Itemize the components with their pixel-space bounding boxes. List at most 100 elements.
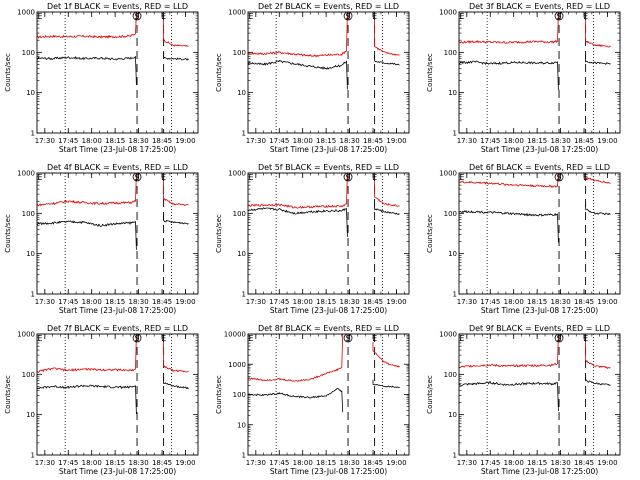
y-tick-label: 1 [453,452,457,460]
y-tick-label: 10 [26,89,35,97]
annotation-label: S [134,173,139,182]
x-tick-label: 17:45 [58,459,78,467]
y-tick-label: 10 [448,250,457,258]
x-tick-label: 18:15 [527,459,547,467]
y-tick-label: 10 [237,421,246,429]
x-tick-label: 18:00 [504,298,524,306]
annotation-label: E [372,173,377,182]
detector-panel-8: Det 8f BLACK = Events, RED = LLD Counts/s… [215,324,410,476]
annotation-label: S [556,173,561,182]
plot-frame [36,333,199,456]
panel-title: Det 7f BLACK = Events, RED = LLD [47,324,188,333]
events-series-line [458,209,559,243]
annotation-label: S [345,173,350,182]
x-tick-label: 18:30 [340,459,360,467]
y-axis-title: Counts/sec [215,214,223,253]
x-tick-label: 18:30 [340,137,360,145]
annotation-label: S [556,334,561,343]
annotation-label: S [134,12,139,21]
y-tick-label: 1000 [228,361,246,369]
x-tick-label: 18:00 [293,298,313,306]
x-tick-label: 18:45 [363,137,383,145]
y-tick-label: 1000 [439,331,457,339]
x-axis-title: Start Time (23-Jul-08 17:25:00) [481,306,598,315]
annotation-label: E [37,173,42,182]
events-series-line-after [372,379,400,389]
annotation-label: E [161,173,166,182]
y-axis-title: Counts/sec [4,214,12,253]
x-axis-title: Start Time (23-Jul-08 17:25:00) [59,306,176,315]
x-tick-label: 18:00 [504,459,524,467]
x-tick-label: 18:00 [293,459,313,467]
y-axis-title: Counts/sec [426,53,434,92]
x-tick-label: 19:00 [175,298,195,306]
x-tick-label: 18:30 [340,298,360,306]
detector-panel-1: Det 1f BLACK = Events, RED = LLD Counts/s… [4,2,199,154]
lld-series-line-after [374,181,400,207]
events-series-line-after [374,202,400,216]
y-axis-title: Counts/sec [426,375,434,414]
annotation-label: E [161,334,166,343]
annotation-label: E [37,334,42,343]
x-tick-label: 18:30 [551,298,571,306]
detector-panel-3: Det 3f BLACK = Events, RED = LLD Counts/s… [426,2,621,154]
x-tick-label: 18:45 [574,298,594,306]
x-tick-label: 17:30 [457,137,477,145]
x-tick-label: 17:45 [480,459,500,467]
events-series-line [36,384,137,415]
y-tick-label: 100 [233,391,246,399]
y-axis-title: Counts/sec [215,53,223,92]
x-axis-title: Start Time (23-Jul-08 17:25:00) [481,145,598,154]
x-tick-label: 18:00 [82,298,102,306]
y-tick-label: 1 [242,452,246,460]
y-tick-label: 1000 [439,9,457,17]
x-tick-label: 18:00 [82,459,102,467]
x-tick-label: 18:15 [527,298,547,306]
x-tick-label: 18:30 [129,137,149,145]
annotation-label: E [583,334,588,343]
x-axis-title: Start Time (23-Jul-08 17:25:00) [270,145,387,154]
plot-frame [247,333,410,456]
y-axis-title: Counts/sec [4,53,12,92]
y-tick-label: 100 [444,371,457,379]
events-series-line [36,220,137,250]
x-tick-label: 19:00 [386,459,406,467]
y-tick-label: 100 [233,210,246,218]
y-tick-label: 10 [237,250,246,258]
x-tick-label: 17:30 [457,459,477,467]
x-tick-label: 19:00 [597,459,617,467]
panel-title: Det 8f BLACK = Events, RED = LLD [258,324,399,333]
lld-series-line [458,11,559,44]
x-tick-label: 18:15 [105,298,125,306]
plot-frame [247,11,410,134]
detector-panel-6: Det 6f BLACK = Events, RED = LLD Counts/s… [426,163,621,315]
x-tick-label: 18:30 [129,298,149,306]
events-series-line-after [585,55,611,66]
x-tick-label: 19:00 [597,298,617,306]
y-tick-label: 1000 [17,331,35,339]
y-tick-label: 100 [22,210,35,218]
x-tick-label: 18:15 [316,459,336,467]
plot-frame [36,11,199,134]
x-tick-label: 18:45 [152,137,172,145]
x-tick-label: 17:30 [246,459,266,467]
x-tick-label: 18:00 [293,137,313,145]
annotation-label: S [345,334,350,343]
y-tick-label: 100 [22,49,35,57]
annotation-label: E [248,12,253,21]
x-tick-label: 17:45 [58,298,78,306]
y-axis-title: Counts/sec [215,375,223,414]
panel-title: Det 1f BLACK = Events, RED = LLD [47,2,188,11]
x-tick-label: 18:45 [363,459,383,467]
annotation-label: E [583,12,588,21]
lld-series-line [247,333,344,382]
x-tick-label: 19:00 [386,137,406,145]
x-tick-label: 18:30 [551,459,571,467]
lld-series-line [247,11,348,58]
y-tick-label: 1 [242,291,246,299]
y-tick-label: 100 [444,49,457,57]
x-tick-label: 19:00 [386,298,406,306]
events-series-line [247,387,344,413]
annotation-label: E [37,12,42,21]
